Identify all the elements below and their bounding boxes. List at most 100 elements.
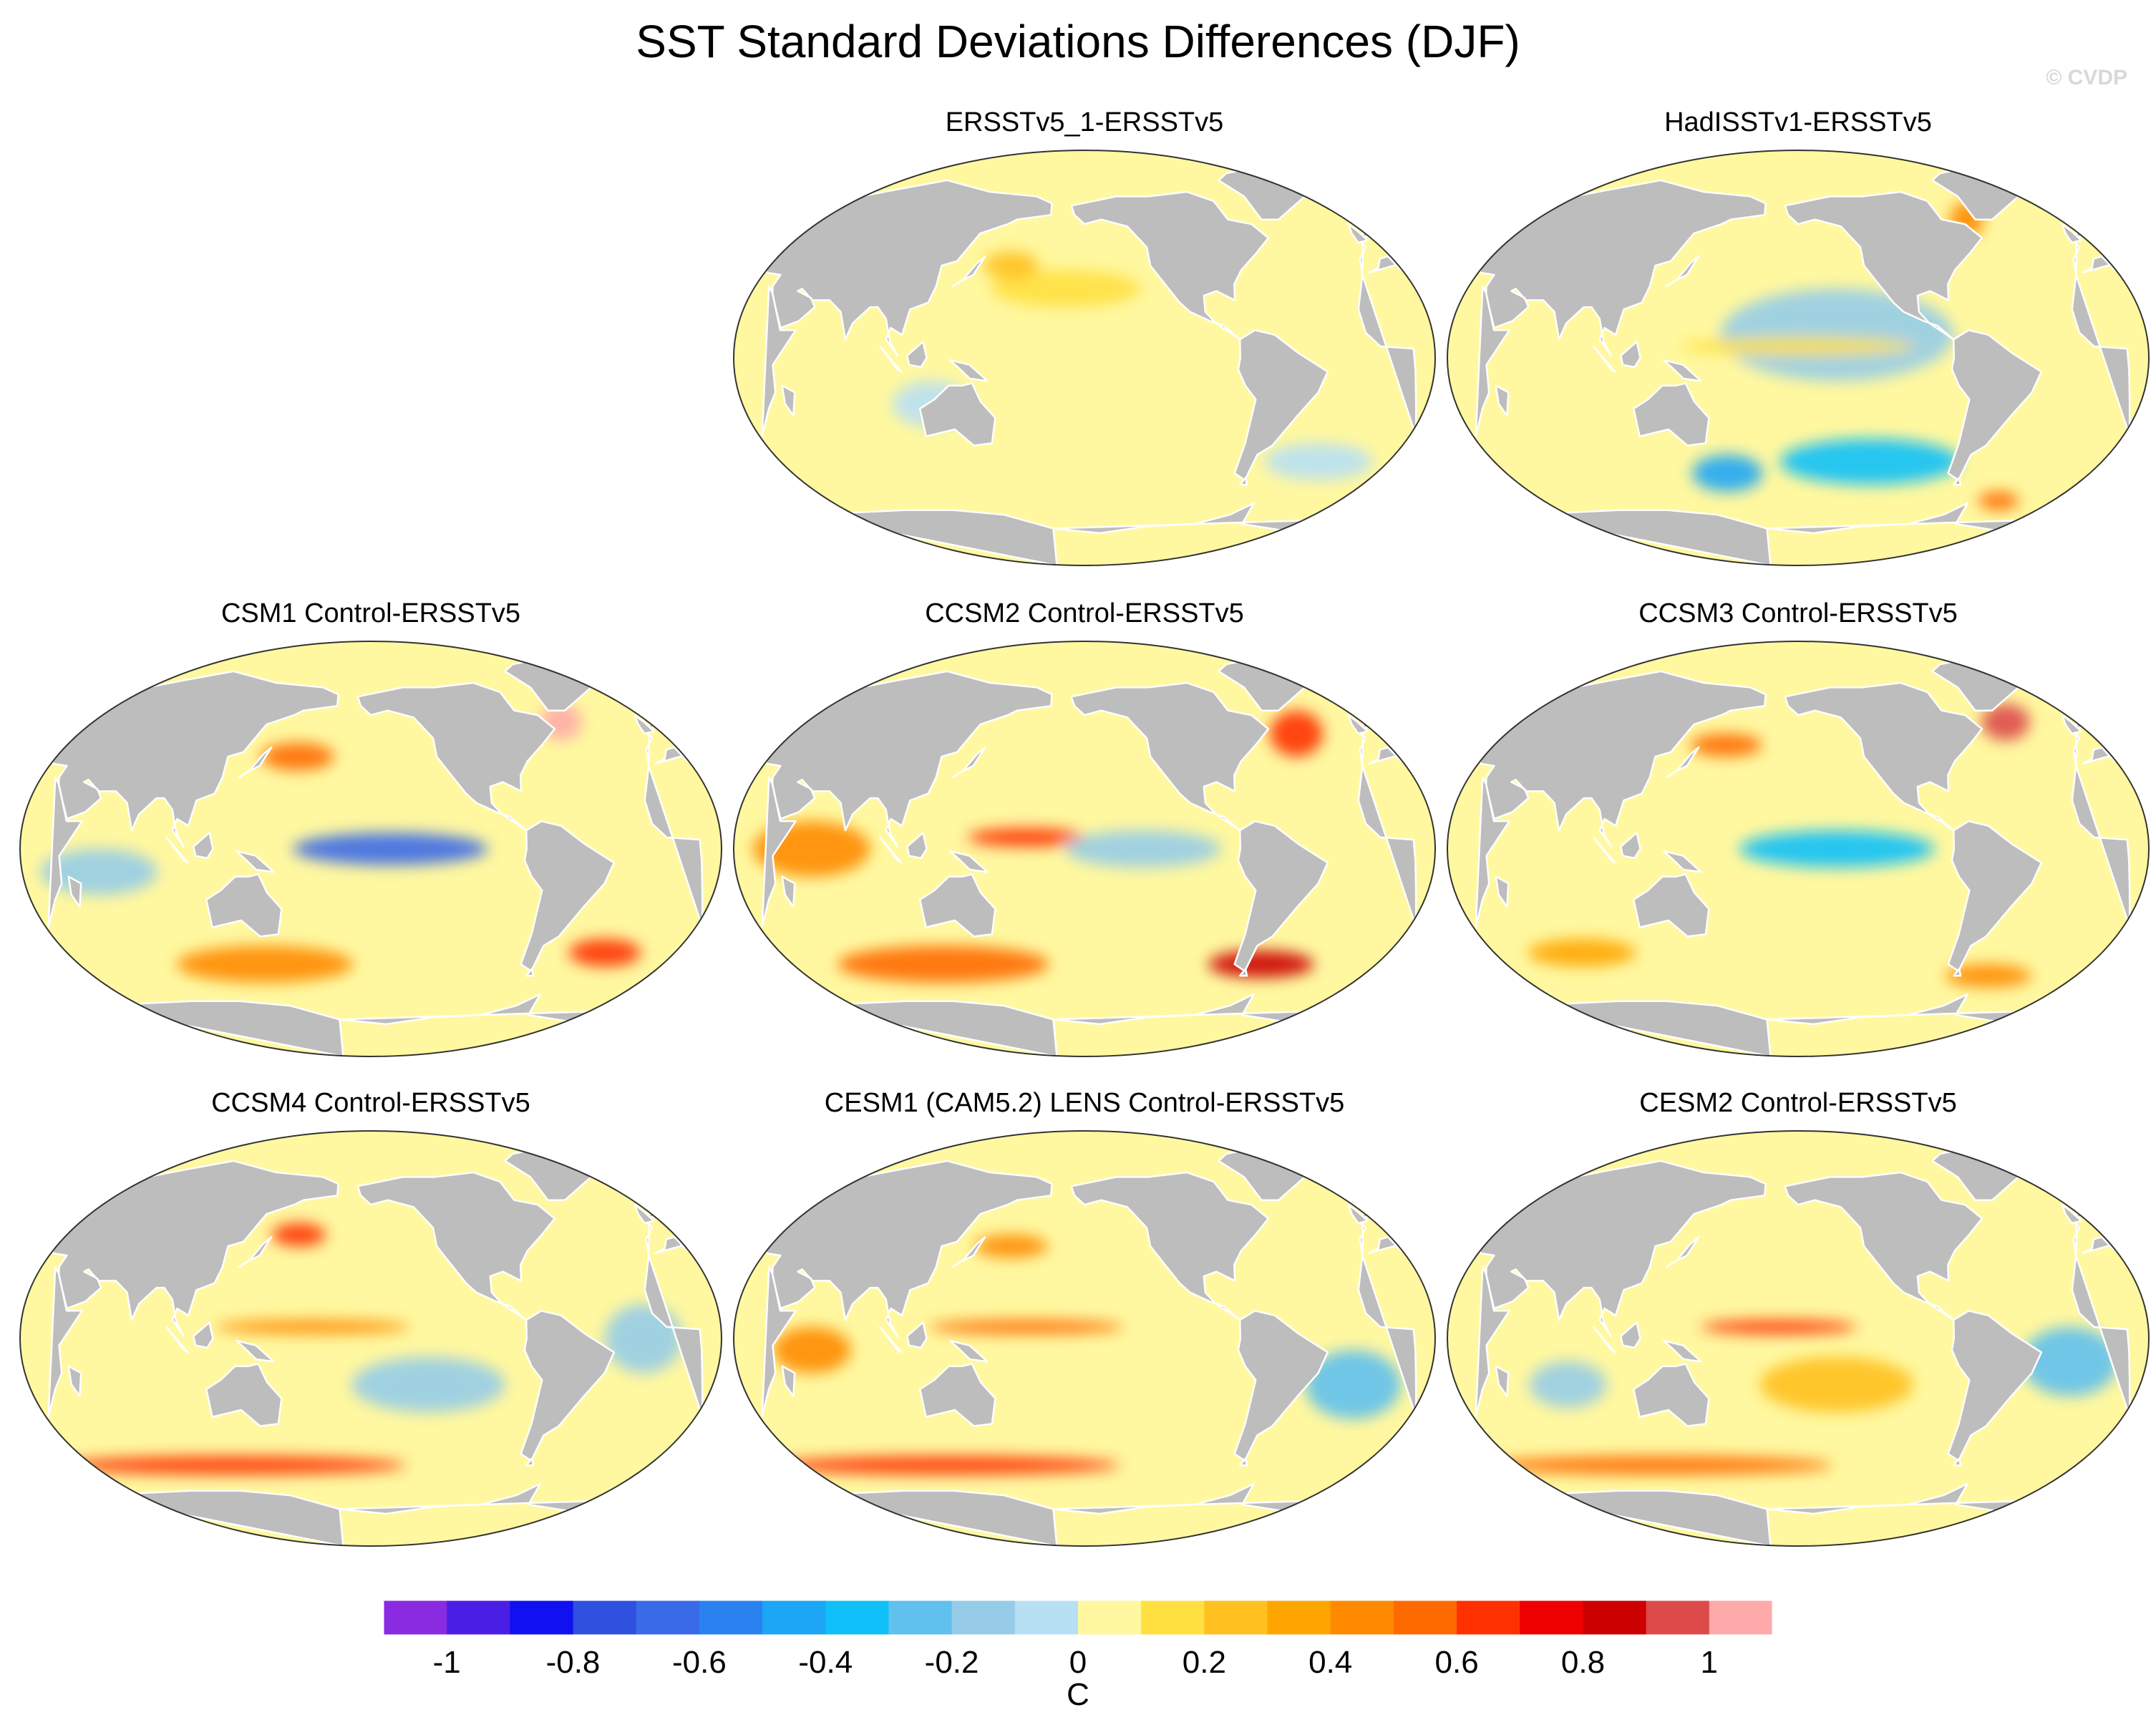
colorbar-swatch [573,1600,637,1635]
land-mass [810,1000,1058,1056]
map-panel-cesm1: CESM1 (CAM5.2) LENS Control-ERSSTv5 [727,1087,1442,1588]
land-mass [633,1203,655,1225]
land-mass [1239,1457,1248,1467]
land-mass [1468,179,1767,357]
land-mass [1947,820,2043,973]
land-mass [633,714,655,735]
land-mass [1620,832,1641,860]
colorbar-swatch [1583,1600,1647,1635]
land-mass [952,255,986,288]
colorbar-swatch [888,1600,953,1635]
land-mass [205,1363,283,1427]
land-mass [1593,1326,1616,1354]
anomaly-patch [1529,1361,1606,1408]
land-mass [1784,681,1983,832]
land-mass [906,1321,928,1349]
colorbar-tick-label: -0.6 [671,1645,727,1680]
land-mass [1632,382,1710,447]
land-mass [2071,1254,2131,1418]
land-mass [2071,273,2131,437]
map-panel-ccsm4: CCSM4 Control-ERSSTv5 [13,1087,729,1588]
anomaly-patch [837,946,1049,983]
colorbar-swatch [636,1600,700,1635]
land-mass [1239,477,1248,486]
land-mass [644,764,704,928]
land-mass [1233,1310,1329,1462]
land-mass [918,1363,996,1427]
anomaly-patch [1690,733,1762,757]
land-mass [238,1235,273,1268]
map [733,1130,1436,1547]
colorbar-tick-label: -0.2 [924,1645,979,1680]
land-mass [1620,341,1641,369]
land-mass [1070,1171,1270,1321]
land-mass [193,1321,214,1349]
land-mass [1593,836,1616,864]
land-mass [879,836,903,864]
anomaly-patch [1945,964,2031,988]
land-mass [1524,1000,1772,1056]
anomaly-patch [293,832,488,865]
map-panel-csm1: CSM1 Control-ERSSTv5 [13,597,729,1098]
land-mass [1784,190,1983,341]
colorbar-swatch [951,1600,1016,1635]
land-mass [47,1265,83,1418]
land-mass [1662,1339,1702,1363]
land-mass [1495,1365,1510,1397]
panel-title: CESM2 Control-ERSSTv5 [1639,1088,1957,1118]
colorbar-tick-label: 0 [1069,1645,1087,1680]
colorbar-swatch [1014,1600,1079,1635]
colorbar-swatch [384,1600,447,1635]
colorbar-tick-labels: -1 -0.8 -0.6 -0.4 -0.2 0 0.2 0.4 0.6 0.8 1 [0,1643,2156,1686]
colorbar-tick-label: 0.8 [1560,1645,1606,1680]
map [733,150,1436,566]
land-mass [1593,345,1616,373]
land-mass [918,873,996,938]
colorbar-swatch [1520,1600,1583,1635]
land-mass [948,850,989,873]
anomaly-patch [773,1456,1120,1475]
colorbar-swatch [762,1600,826,1635]
anomaly-patch [1978,491,2019,510]
map [19,1130,722,1547]
land-mass [1357,764,1417,928]
colorbar-swatch [1646,1600,1710,1635]
anomaly-patch [568,938,641,967]
map [1447,641,2150,1057]
land-mass [165,1326,189,1354]
anomaly-patch [1720,288,1953,382]
land-mass [1468,1160,1767,1338]
land-mass [1347,714,1369,735]
land-mass [948,359,989,382]
colorbar-swatch [1457,1600,1520,1635]
colorbar-swatch [1141,1600,1205,1635]
anomaly-patch [1528,938,1636,967]
panel-title: CSM1 Control-ERSSTv5 [220,598,521,628]
land-mass [1475,1265,1510,1418]
land-mass [1953,968,1962,977]
land-mass [1495,875,1510,908]
colorbar-swatch [510,1600,574,1635]
panel-title: ERSSTv5_1-ERSSTv5 [945,107,1224,137]
land-mass [1666,746,1700,779]
land-mass [356,681,556,832]
map-panel-cesm2: CESM2 Control-ERSSTv5 [1440,1087,2156,1588]
anomaly-patch [772,1326,851,1374]
land-mass [356,1171,556,1321]
land-mass [1947,329,2043,482]
land-mass [235,850,275,873]
land-mass [1666,255,1700,288]
panel-title: CCSM4 Control-ERSSTv5 [211,1088,530,1118]
land-mass [1233,329,1329,482]
land-mass [1239,968,1248,977]
map-outline [733,641,1436,1057]
anomaly-patch [176,946,354,983]
land-mass [238,746,273,779]
land-mass [1475,285,1510,437]
land-mass [761,285,797,437]
land-mass [810,509,1058,565]
map [1447,150,2150,566]
land-mass [754,179,1053,357]
anomaly-patch [1487,1456,1833,1475]
